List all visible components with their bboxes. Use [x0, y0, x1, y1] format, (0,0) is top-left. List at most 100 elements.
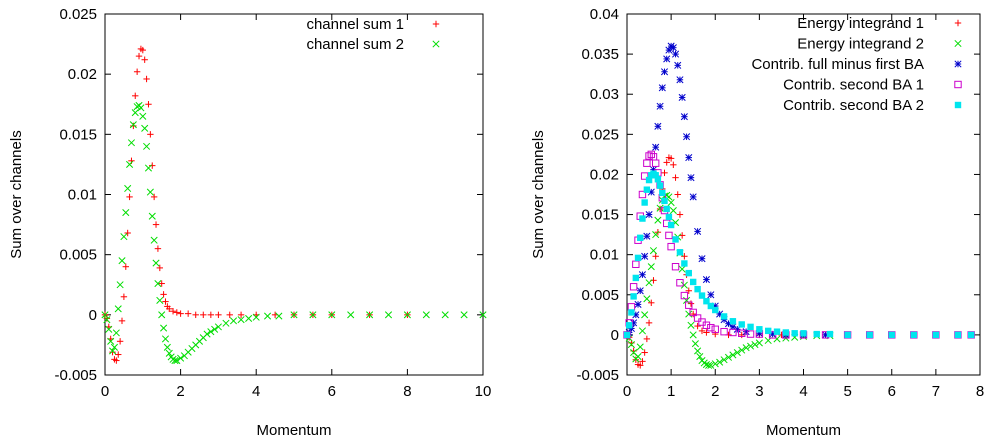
data-point — [933, 332, 939, 338]
data-point — [461, 312, 467, 318]
data-point — [143, 76, 149, 82]
data-point — [630, 284, 636, 290]
data-point — [124, 185, 130, 191]
data-point — [423, 312, 429, 318]
data-point — [644, 186, 650, 192]
x-tick-label: 4 — [252, 383, 260, 400]
y-tick-label: 0.035 — [581, 46, 619, 63]
data-point — [646, 211, 652, 217]
data-point — [703, 361, 709, 367]
x-tick-label: 0 — [101, 383, 109, 400]
data-point — [681, 282, 687, 288]
x-tick-label: 5 — [843, 383, 851, 400]
legend-label: Energy integrand 1 — [797, 15, 924, 32]
data-point — [159, 312, 165, 318]
data-point — [160, 291, 166, 297]
legend-marker — [955, 61, 961, 67]
data-point — [385, 312, 391, 318]
data-point — [174, 309, 180, 315]
y-tick-label: 0 — [611, 327, 619, 344]
data-point — [644, 296, 650, 302]
data-point — [681, 260, 687, 266]
legend-label: channel sum 2 — [306, 36, 404, 53]
data-point — [193, 312, 199, 318]
data-point — [694, 228, 700, 234]
data-point — [675, 62, 681, 68]
data-point — [712, 307, 718, 313]
y-tick-label: 0.005 — [581, 287, 619, 304]
data-point — [132, 109, 138, 115]
data-point — [177, 310, 183, 316]
data-point — [143, 143, 149, 149]
data-point — [208, 312, 214, 318]
data-point — [712, 331, 718, 337]
data-point — [204, 331, 210, 337]
data-point — [699, 292, 705, 298]
series-4 — [624, 170, 975, 338]
data-point — [115, 351, 121, 357]
data-point — [690, 332, 696, 338]
data-point — [648, 264, 654, 270]
data-point — [652, 160, 658, 166]
data-point — [151, 237, 157, 243]
x-tick-label: 7 — [932, 383, 940, 400]
data-point — [185, 310, 191, 316]
data-point — [639, 272, 645, 278]
series-3 — [624, 151, 975, 338]
data-point — [756, 326, 762, 332]
data-point — [683, 134, 689, 140]
data-point — [677, 77, 683, 83]
data-point — [688, 300, 694, 306]
data-point — [633, 275, 639, 281]
data-point — [157, 297, 163, 303]
data-point — [670, 207, 676, 213]
legend-marker — [433, 41, 439, 47]
x-tick-label: 10 — [475, 383, 492, 400]
x-tick-label: 2 — [176, 383, 184, 400]
data-point — [211, 326, 217, 332]
data-point — [630, 293, 636, 299]
chart-energy-integrands: -0.00500.0050.010.0150.020.0250.030.0350… — [530, 6, 984, 439]
data-point — [866, 332, 872, 338]
data-point — [889, 332, 895, 338]
data-point — [117, 338, 123, 344]
data-point — [628, 304, 634, 310]
data-point — [646, 320, 652, 326]
data-point — [140, 113, 146, 119]
data-point — [666, 232, 672, 238]
data-point — [677, 249, 683, 255]
x-axis-label: Momentum — [766, 422, 841, 439]
data-point — [132, 93, 138, 99]
data-point — [121, 233, 127, 239]
data-point — [153, 260, 159, 266]
data-point — [739, 332, 745, 338]
y-axis-label: Sum over channels — [8, 130, 25, 258]
data-point — [134, 69, 140, 75]
data-point — [699, 255, 705, 261]
data-point — [641, 312, 647, 318]
data-point — [115, 306, 121, 312]
data-point — [800, 330, 806, 336]
legend-label: channel sum 1 — [306, 16, 404, 33]
data-point — [688, 322, 694, 328]
data-point — [703, 329, 709, 335]
legend-label: Contrib. second BA 2 — [783, 97, 924, 114]
data-point — [708, 324, 714, 330]
data-point — [659, 85, 665, 91]
data-point — [264, 313, 270, 319]
y-tick-label: 0.005 — [59, 247, 97, 264]
data-point — [661, 198, 667, 204]
data-point — [655, 123, 661, 129]
x-tick-label: 8 — [976, 383, 984, 400]
data-point — [160, 325, 166, 331]
data-point — [670, 162, 676, 168]
data-point — [955, 332, 961, 338]
data-point — [637, 344, 643, 350]
data-point — [230, 318, 236, 324]
y-tick-label: 0.01 — [68, 187, 97, 204]
data-point — [121, 294, 127, 300]
data-point — [155, 245, 161, 251]
data-point — [145, 101, 151, 107]
data-point — [747, 324, 753, 330]
data-point — [639, 328, 645, 334]
